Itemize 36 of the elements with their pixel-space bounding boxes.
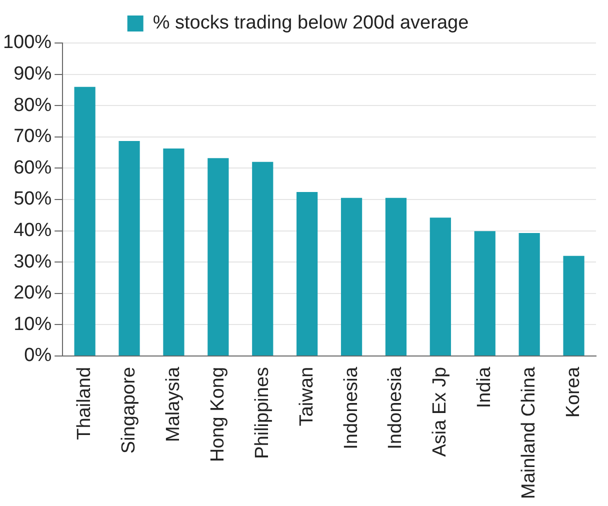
bar bbox=[563, 256, 584, 356]
x-tick-label: Malaysia bbox=[162, 366, 184, 442]
y-tick-label: 70% bbox=[14, 126, 52, 148]
x-tick-label: Singapore bbox=[118, 366, 140, 454]
x-tick-label: Mainland China bbox=[518, 366, 540, 500]
x-tick-label: Asia Ex Jp bbox=[430, 366, 451, 457]
x-tick-label: India bbox=[474, 366, 496, 408]
y-tick-label: 30% bbox=[14, 251, 52, 272]
y-tick-label: 10% bbox=[14, 314, 52, 335]
bar bbox=[430, 218, 451, 356]
y-tick-label: 0% bbox=[24, 345, 52, 366]
bar bbox=[208, 158, 229, 356]
y-tick-label: 100% bbox=[2, 32, 52, 54]
bar bbox=[118, 140, 140, 356]
bar bbox=[518, 232, 540, 356]
bar bbox=[474, 231, 496, 356]
y-tick-label: 50% bbox=[14, 188, 52, 210]
y-tick-label: 60% bbox=[14, 157, 52, 178]
bar bbox=[385, 198, 407, 356]
y-tick-label: 90% bbox=[14, 64, 52, 85]
x-tick-label: Indonesia bbox=[340, 366, 362, 450]
bar bbox=[163, 148, 184, 356]
bar bbox=[74, 86, 96, 356]
bar bbox=[296, 192, 318, 356]
x-tick-label: Hong Kong bbox=[207, 366, 228, 462]
x-tick-label: Korea bbox=[563, 366, 584, 418]
y-tick-label: 20% bbox=[14, 282, 52, 304]
y-tick-label: 40% bbox=[14, 220, 52, 242]
x-tick-label: Taiwan bbox=[296, 366, 318, 426]
x-tick-label: Thailand bbox=[74, 366, 96, 440]
x-tick-label: Indonesia bbox=[385, 366, 406, 450]
bar bbox=[340, 198, 362, 356]
legend-label: % stocks trading below 200d average bbox=[152, 12, 469, 34]
x-tick-label: Philippines bbox=[252, 366, 273, 459]
bar bbox=[252, 162, 274, 356]
y-tick-label: 80% bbox=[14, 94, 52, 116]
